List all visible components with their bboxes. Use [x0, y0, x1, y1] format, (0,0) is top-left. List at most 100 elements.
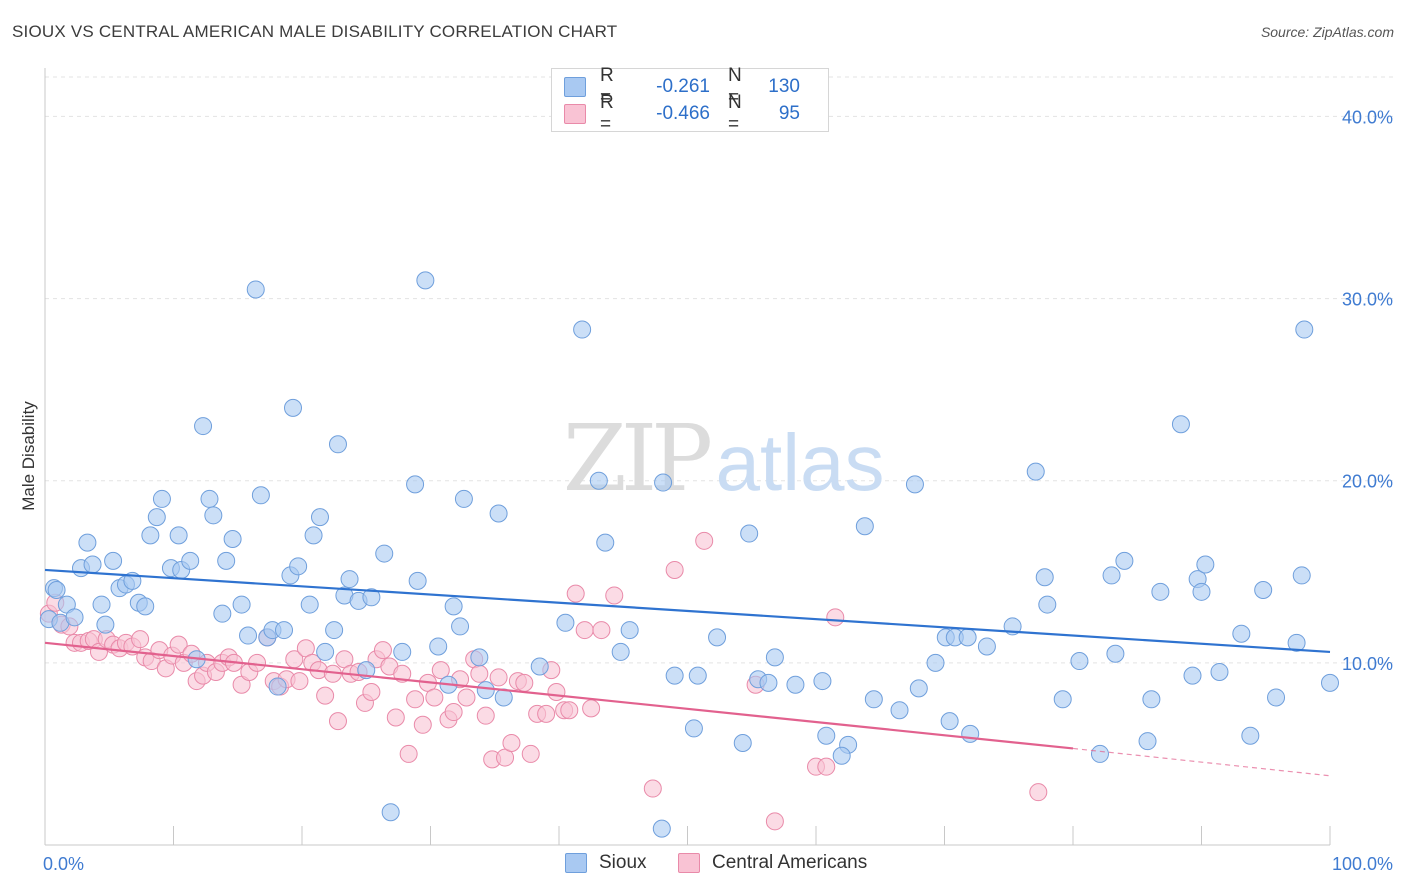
- sioux-point: [786, 675, 805, 694]
- sioux-point: [489, 504, 508, 523]
- y-axis-label: Male Disability: [19, 401, 38, 511]
- central-american-point: [489, 668, 508, 687]
- central-american-point: [695, 531, 714, 550]
- sioux-point: [375, 544, 394, 563]
- y-tick-label: 10.0%: [1342, 654, 1393, 674]
- sioux-point: [620, 621, 639, 640]
- y-tick-labels: 10.0% 20.0% 30.0% 40.0%: [1342, 107, 1393, 673]
- x-tick-labels: 0.0% 100.0%: [43, 854, 1393, 874]
- sioux-point: [1142, 690, 1161, 709]
- sioux-point: [429, 637, 448, 656]
- central-american-point: [290, 672, 309, 691]
- sioux-point: [284, 398, 303, 417]
- sioux-point: [1241, 726, 1260, 745]
- sioux-point: [194, 417, 213, 436]
- legend-row-sioux: R = -0.261 N = 130: [564, 65, 800, 108]
- sioux-point: [92, 595, 111, 614]
- central-american-point: [362, 683, 381, 701]
- sioux-point: [141, 526, 160, 545]
- r-label: R =: [600, 92, 614, 135]
- sioux-point: [1196, 555, 1215, 574]
- sioux-point: [1210, 662, 1229, 681]
- sioux-point: [1287, 633, 1306, 652]
- sioux-point: [684, 719, 703, 738]
- sioux-point: [611, 642, 630, 661]
- sioux-point: [665, 666, 684, 685]
- sioux-point: [556, 613, 575, 632]
- n-value: 130: [768, 76, 800, 97]
- sioux-point: [1102, 566, 1121, 585]
- sioux-point: [444, 597, 463, 616]
- x-tick-label: 100.0%: [1332, 854, 1393, 874]
- sioux-point: [708, 628, 727, 647]
- sioux-point: [232, 595, 251, 614]
- n-value: 95: [778, 103, 800, 124]
- sioux-point: [181, 551, 200, 570]
- sioux-point: [905, 475, 924, 494]
- sioux-point: [961, 724, 980, 743]
- sioux-point: [408, 571, 427, 590]
- r-label: R =: [600, 65, 614, 108]
- central-legend-label: Central Americans: [712, 852, 868, 873]
- central-american-point: [457, 688, 476, 707]
- central-legend-swatch: [678, 853, 700, 873]
- central-american-point: [1029, 783, 1048, 802]
- central-american-point: [316, 686, 335, 705]
- central-americans-points: [39, 531, 1048, 831]
- sioux-point: [416, 271, 435, 290]
- sioux-point: [217, 551, 236, 570]
- sioux-point: [275, 621, 294, 640]
- y-tick-label: 20.0%: [1342, 472, 1393, 492]
- central-american-point: [547, 683, 566, 701]
- sioux-point: [213, 604, 232, 623]
- central-american-point: [502, 734, 521, 752]
- sioux-point: [1115, 551, 1134, 570]
- sioux-point: [204, 506, 223, 525]
- sioux-point: [1267, 688, 1286, 707]
- central-american-point: [406, 690, 425, 709]
- sioux-point: [1038, 595, 1057, 614]
- sioux-point: [65, 608, 84, 627]
- sioux-point: [246, 280, 265, 299]
- sioux-point: [926, 653, 945, 672]
- central-american-point: [643, 779, 662, 798]
- sioux-point: [1183, 666, 1202, 685]
- central-american-point: [575, 621, 594, 640]
- legend-item-central[interactable]: Central Americans: [678, 852, 867, 874]
- sioux-point: [958, 628, 977, 647]
- sioux-point: [476, 681, 495, 700]
- y-tick-label: 40.0%: [1342, 107, 1393, 127]
- central-american-point: [605, 586, 624, 605]
- central-american-point: [248, 653, 267, 672]
- watermark: ZIP atlas: [563, 405, 885, 512]
- stats-legend: R = -0.261 N = 130 R = -0.466 N = 95: [551, 65, 829, 135]
- x-tick-label: 0.0%: [43, 854, 84, 874]
- sioux-point: [310, 508, 329, 527]
- legend-item-sioux[interactable]: Sioux: [565, 852, 647, 874]
- sioux-point: [340, 570, 359, 589]
- sioux-point: [406, 475, 425, 494]
- n-label: N =: [728, 65, 742, 108]
- sioux-point: [765, 648, 784, 667]
- sioux-point: [316, 642, 335, 661]
- sioux-point: [136, 597, 155, 616]
- y-tick-label: 30.0%: [1342, 290, 1393, 310]
- central-swatch: [564, 104, 586, 124]
- sioux-point: [381, 803, 400, 822]
- r-value: -0.466: [656, 103, 710, 124]
- sioux-point: [200, 489, 219, 508]
- central-american-point: [826, 608, 845, 627]
- axes: [44, 68, 1331, 846]
- central-american-point: [425, 688, 444, 707]
- sioux-point: [251, 486, 270, 505]
- central-american-point: [470, 664, 489, 683]
- central-trend-line: [44, 641, 1074, 750]
- central-american-point: [373, 641, 392, 660]
- central-american-point: [515, 673, 534, 692]
- sioux-trend-line: [44, 568, 1331, 654]
- sioux-point: [740, 524, 759, 543]
- sioux-point: [470, 648, 489, 667]
- sioux-point: [813, 672, 832, 691]
- sioux-point: [940, 712, 959, 731]
